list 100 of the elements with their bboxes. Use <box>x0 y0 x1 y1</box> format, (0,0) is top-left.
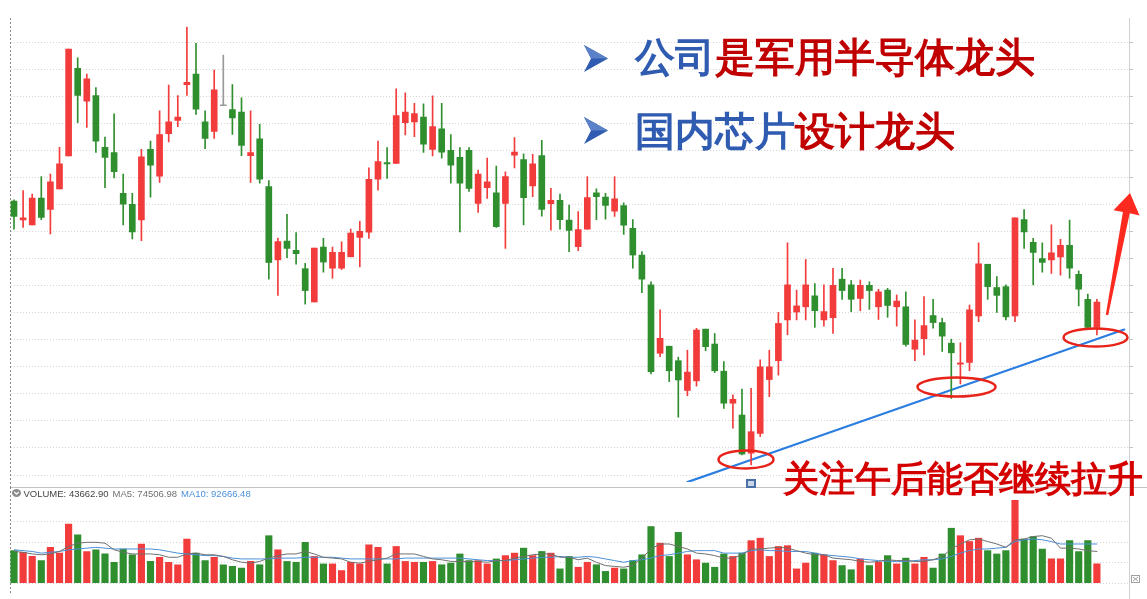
bar <box>347 561 355 583</box>
annotation: 是军用半导体龙头 <box>715 34 1035 80</box>
bar <box>228 566 236 583</box>
candlestick <box>483 157 491 199</box>
bar <box>956 535 964 583</box>
candlestick <box>174 95 182 127</box>
bar <box>711 566 719 583</box>
bar <box>92 549 100 583</box>
annotation: MA10: 92666.48 <box>180 487 251 499</box>
bar <box>838 565 846 583</box>
bar <box>419 561 428 583</box>
bar <box>975 537 983 583</box>
bar <box>1011 500 1019 583</box>
bar <box>565 556 573 583</box>
annotation: VOLUME: 43662.90 <box>23 487 109 499</box>
candlestick <box>165 84 173 143</box>
bar <box>965 541 974 583</box>
bar <box>1075 551 1083 583</box>
candlestick <box>119 173 127 226</box>
bar <box>119 548 127 583</box>
bar <box>74 534 82 583</box>
bar <box>365 544 373 583</box>
bar <box>383 563 391 583</box>
bar <box>665 556 673 583</box>
candlestick <box>820 284 828 327</box>
bar <box>1002 550 1010 583</box>
bar <box>319 563 327 583</box>
bar <box>802 562 810 583</box>
bar <box>10 550 18 583</box>
bar <box>729 556 737 583</box>
candlestick <box>911 319 919 362</box>
bar <box>256 564 264 583</box>
annotation: 公司 <box>635 34 715 80</box>
candlestick <box>383 147 391 179</box>
bar <box>656 542 664 583</box>
bar <box>192 552 200 583</box>
bar <box>692 559 701 583</box>
bar <box>738 552 746 583</box>
bar <box>1093 563 1101 583</box>
bar <box>583 561 591 583</box>
bar <box>529 555 537 583</box>
candlestick <box>993 276 1001 313</box>
bar <box>556 568 564 583</box>
bar <box>1084 540 1092 583</box>
bar <box>210 556 218 583</box>
bar <box>592 564 600 583</box>
bar <box>374 546 382 583</box>
bar <box>483 563 491 583</box>
candlestick <box>1038 242 1046 273</box>
bar <box>338 570 346 583</box>
bar <box>1047 558 1055 583</box>
bar <box>829 560 837 583</box>
bar <box>947 527 955 583</box>
annotation: MA5: 74506.98 <box>112 487 177 499</box>
bar <box>638 554 646 583</box>
bar <box>447 562 455 583</box>
bar <box>620 568 628 583</box>
bar <box>720 553 728 583</box>
bar <box>756 537 764 583</box>
bar <box>438 564 446 583</box>
candlestick <box>356 220 364 268</box>
bar <box>237 567 246 583</box>
candlestick <box>101 136 109 188</box>
bar <box>55 552 64 583</box>
bar <box>747 540 755 583</box>
bar <box>984 550 992 583</box>
bar <box>874 561 883 583</box>
bar <box>884 555 892 583</box>
annotation: 国内芯片 <box>635 108 795 154</box>
bar <box>37 560 45 583</box>
bar <box>774 546 782 583</box>
bar <box>765 556 773 583</box>
bar <box>410 561 418 583</box>
bar <box>820 554 828 583</box>
candlestick <box>19 190 27 228</box>
bar <box>611 567 619 583</box>
bar <box>247 561 255 583</box>
bar <box>46 546 54 583</box>
bar <box>865 565 873 583</box>
bar <box>993 553 1001 583</box>
bar <box>274 549 282 583</box>
bar <box>201 560 209 583</box>
candlestick <box>729 394 737 429</box>
bar <box>1029 536 1037 583</box>
candlestick <box>1029 238 1037 286</box>
bar <box>683 554 691 583</box>
bar <box>783 545 792 583</box>
bar <box>647 526 655 583</box>
bar <box>702 562 710 583</box>
bar <box>601 571 610 583</box>
candlestick <box>929 299 937 329</box>
bar <box>1038 548 1046 583</box>
annotation: 关注午后能否继续拉升 <box>783 458 1143 499</box>
candlestick <box>219 54 227 107</box>
bar <box>283 561 291 583</box>
bar <box>674 532 682 583</box>
bar <box>538 551 546 583</box>
bar <box>83 551 91 583</box>
bar <box>920 556 928 583</box>
bar <box>356 563 364 583</box>
